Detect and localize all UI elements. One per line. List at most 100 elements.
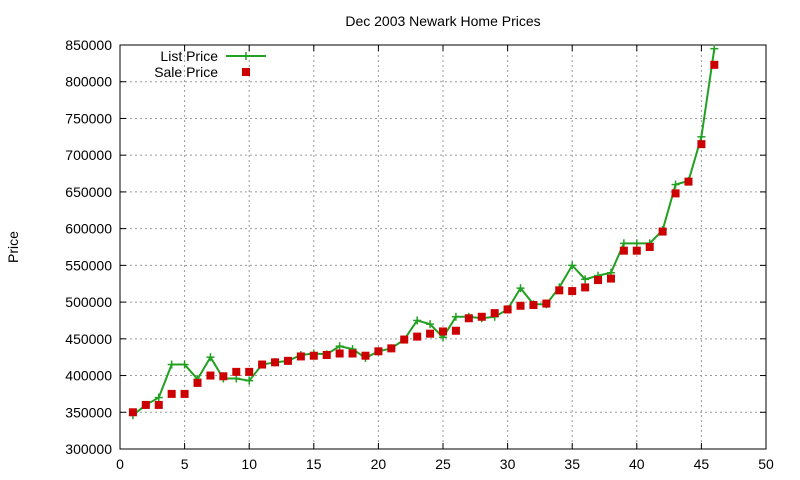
y-tick-label: 850000 <box>65 37 112 53</box>
sale-price-point <box>516 301 525 310</box>
list-price-point <box>516 284 525 293</box>
y-tick-label: 550000 <box>65 257 112 273</box>
x-tick-label: 15 <box>306 456 322 472</box>
y-tick-label: 450000 <box>65 331 112 347</box>
legend-plus-marker <box>242 52 250 60</box>
sale-price-point <box>684 177 693 186</box>
sale-price-point <box>206 371 215 380</box>
sale-price-point <box>283 356 292 365</box>
x-tick-label: 25 <box>435 456 451 472</box>
list-price-point <box>581 275 590 284</box>
sale-price-point <box>232 367 241 376</box>
y-axis-label: Price <box>5 231 21 263</box>
sale-price-point <box>245 367 254 376</box>
sale-price-point <box>167 389 176 398</box>
sale-price-point <box>309 351 318 360</box>
x-tick-label: 50 <box>758 456 774 472</box>
y-tick-label: 400000 <box>65 368 112 384</box>
sale-price-point <box>348 349 357 358</box>
list-price-point <box>180 360 189 369</box>
sale-price-point <box>568 287 577 296</box>
sale-price-point <box>141 400 150 409</box>
x-tick-label: 5 <box>181 456 189 472</box>
sale-price-point <box>555 286 564 295</box>
sale-price-point <box>619 246 628 255</box>
sale-price-point <box>271 358 280 367</box>
sale-price-point <box>413 332 422 341</box>
x-tick-label: 30 <box>500 456 516 472</box>
sale-price-point <box>258 360 267 369</box>
sale-price-point <box>697 140 706 149</box>
x-tick-label: 40 <box>629 456 645 472</box>
sale-price-point <box>128 408 137 417</box>
x-tick-label: 20 <box>371 456 387 472</box>
y-tick-label: 300000 <box>65 441 112 457</box>
list-price-point <box>568 261 577 270</box>
series-list-price <box>128 44 719 420</box>
list-price-point <box>206 353 215 362</box>
series-layer <box>128 44 719 420</box>
sale-price-point <box>542 299 551 308</box>
list-price-point <box>245 376 254 385</box>
sale-price-point <box>439 327 447 336</box>
axis-ticks: 0 5 10 15 20 25 30 35 40 45 50 300000 350000 400000 45… <box>65 37 774 472</box>
list-price-point <box>697 132 706 141</box>
legend-swatch-list-price <box>226 52 266 60</box>
legend-square-marker <box>242 68 250 76</box>
grid <box>120 45 766 449</box>
sale-price-point <box>477 312 486 321</box>
y-tick-label: 800000 <box>65 74 112 90</box>
y-tick-label: 500000 <box>65 294 112 310</box>
sale-price-point <box>490 309 499 318</box>
sale-price-point <box>671 189 680 198</box>
list-price-point <box>154 393 163 402</box>
y-tick-label: 350000 <box>65 404 112 420</box>
sale-price-point <box>426 329 435 338</box>
list-price-point <box>632 239 641 248</box>
sale-price-point <box>219 372 228 381</box>
x-tick-label: 0 <box>116 456 124 472</box>
sale-price-point <box>594 276 603 285</box>
y-tick-label: 600000 <box>65 221 112 237</box>
sale-price-point <box>374 347 383 356</box>
sale-price-point <box>154 400 163 409</box>
y-tick-label: 700000 <box>65 147 112 163</box>
list-price-point <box>451 312 460 321</box>
list-price-point <box>710 44 719 53</box>
sale-price-point <box>387 344 396 353</box>
list-price-point <box>167 360 176 369</box>
list-price-line <box>132 48 716 416</box>
x-tick-label: 35 <box>564 456 580 472</box>
sale-price-point <box>606 274 615 283</box>
sale-price-point <box>503 305 512 314</box>
legend-swatch-sale-price <box>242 68 250 76</box>
legend: List Price Sale Price <box>154 48 266 80</box>
x-tick-label: 45 <box>694 456 710 472</box>
list-price-point <box>335 342 344 351</box>
series-sale-price <box>128 60 719 417</box>
sale-price-point <box>464 314 473 323</box>
list-price-point <box>671 180 680 189</box>
sale-price-point <box>581 283 590 292</box>
sale-price-point <box>451 326 460 335</box>
x-tick-label: 10 <box>241 456 257 472</box>
chart-title: Dec 2003 Newark Home Prices <box>345 13 540 29</box>
sale-price-point <box>193 378 202 387</box>
list-price-point <box>413 316 422 325</box>
y-tick-label: 750000 <box>65 110 112 126</box>
sale-price-point <box>658 227 667 236</box>
sale-price-point <box>632 246 641 255</box>
y-tick-label: 650000 <box>65 184 112 200</box>
sale-price-point <box>710 60 719 69</box>
sale-price-point <box>322 350 331 359</box>
sale-price-point <box>645 243 654 251</box>
legend-label-sale-price: Sale Price <box>154 64 218 80</box>
sale-price-point <box>400 335 409 344</box>
sale-price-point <box>361 351 370 360</box>
sale-price-point <box>335 349 344 358</box>
sale-price-point <box>529 301 538 310</box>
sale-price-point <box>296 352 305 361</box>
list-price-point <box>619 239 628 248</box>
